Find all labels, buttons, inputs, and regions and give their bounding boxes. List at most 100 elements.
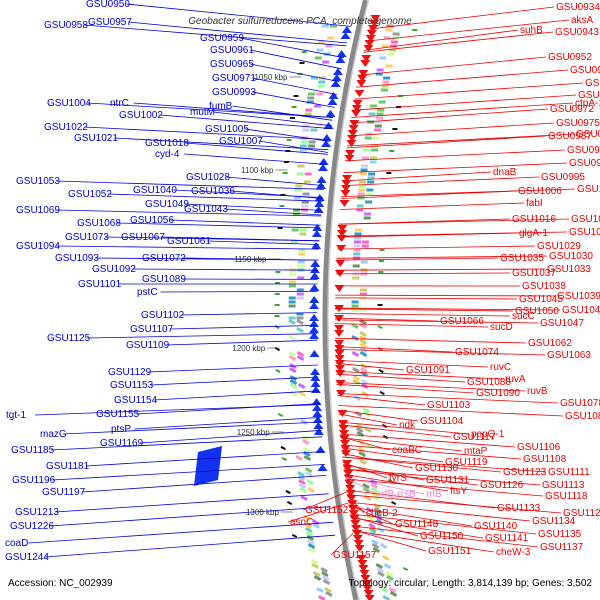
reverse-gene-label[interactable]: GSU1053	[16, 176, 60, 187]
forward-gene-label[interactable]: glgA-1	[519, 228, 548, 239]
reverse-gene-label[interactable]: tgt-1	[6, 410, 26, 421]
forward-gene-label[interactable]: GSU1140	[474, 521, 518, 532]
reverse-gene-label[interactable]: mutM	[190, 107, 215, 118]
reverse-gene-label[interactable]: GSU1007	[219, 136, 263, 147]
forward-gene-label[interactable]: GSU1037	[512, 268, 556, 279]
forward-gene-label[interactable]: GSU1135	[538, 529, 582, 540]
reverse-gene-label[interactable]: GSU1196	[12, 475, 56, 486]
forward-gene-label[interactable]: GSU1016	[512, 214, 556, 225]
reverse-gene-label[interactable]: GSU1226	[10, 521, 54, 532]
forward-gene-label[interactable]: GSU0995	[541, 172, 585, 183]
forward-gene-label[interactable]: ndk	[399, 420, 416, 431]
forward-gene-label[interactable]: dnaB	[493, 167, 517, 178]
reverse-gene-label[interactable]: GSU0971	[212, 73, 256, 84]
forward-gene-label[interactable]: GSU1103	[427, 400, 471, 411]
forward-gene-label[interactable]: GSU1042	[562, 305, 600, 316]
forward-gene-label[interactable]: ftsY	[450, 486, 468, 497]
forward-gene-label[interactable]: GSU1157	[333, 550, 377, 561]
forward-gene-label[interactable]: ruvB	[527, 386, 548, 397]
reverse-gene-label[interactable]: GSU1109	[126, 340, 170, 351]
forward-gene-label[interactable]: GSU1047	[540, 318, 584, 329]
reverse-gene-label[interactable]: GSU1072	[142, 253, 186, 264]
forward-gene-label[interactable]: GSU1000	[577, 184, 600, 195]
reverse-gene-label[interactable]: GSU1049	[145, 199, 189, 210]
forward-gene-label[interactable]: GSU0960	[585, 78, 600, 89]
forward-gene-label[interactable]: GSU1090	[476, 388, 520, 399]
reverse-gene-label[interactable]: GSU1005	[205, 124, 249, 135]
reverse-gene-label[interactable]: GSU1154	[114, 395, 158, 406]
reverse-gene-label[interactable]: pstC	[137, 287, 158, 298]
forward-gene-label[interactable]: GSU0972	[550, 104, 594, 115]
forward-gene-label[interactable]: sucD	[490, 322, 513, 333]
forward-gene-label[interactable]: GSU1033	[547, 264, 591, 275]
reverse-gene-label[interactable]: GSU1155	[96, 409, 140, 420]
reverse-gene-label[interactable]: GSU0958	[44, 20, 88, 31]
forward-gene-label[interactable]: ctpA-1	[575, 98, 600, 109]
forward-gene-label[interactable]: GSU1035	[500, 253, 544, 264]
forward-gene-label[interactable]: fabI	[526, 198, 543, 209]
reverse-gene-label[interactable]: GSU0993	[212, 87, 256, 98]
reverse-gene-label[interactable]: GSU1213	[15, 507, 59, 518]
reverse-gene-label[interactable]: GSU1181	[46, 461, 90, 472]
reverse-gene-label[interactable]: GSU1102	[141, 310, 185, 321]
reverse-gene-label[interactable]: GSU1040	[133, 185, 177, 196]
reverse-gene-label[interactable]: coaD	[5, 538, 28, 549]
reverse-gene-label[interactable]: GSU1101	[78, 279, 122, 290]
forward-gene-label[interactable]: GSU1113	[542, 480, 585, 491]
reverse-gene-label[interactable]: mazG	[40, 429, 67, 440]
reverse-gene-label[interactable]: fumB	[209, 101, 233, 112]
forward-gene-label[interactable]: pepQ-1	[471, 429, 505, 440]
forward-gene-label[interactable]: GSU1062	[528, 338, 572, 349]
reverse-gene-label[interactable]: GSU1169	[100, 438, 144, 449]
forward-gene-label[interactable]: GSU1045	[519, 294, 563, 305]
reverse-gene-label[interactable]: GSU1067	[121, 232, 165, 243]
forward-gene-label[interactable]: GSU0964	[578, 90, 600, 101]
forward-gene-label[interactable]: GSU1066	[440, 316, 484, 327]
forward-gene-label[interactable]: GSU1123	[563, 508, 600, 519]
forward-gene-label[interactable]: GSU1088	[467, 377, 511, 388]
reverse-gene-label[interactable]: GSU0961	[210, 45, 254, 56]
forward-gene-label[interactable]: GSU1130	[415, 463, 459, 474]
forward-gene-label[interactable]: GSU1038	[522, 281, 566, 292]
forward-gene-label[interactable]: GSU0934	[556, 2, 600, 13]
forward-gene-label[interactable]: GSU1123	[503, 467, 547, 478]
forward-gene-label[interactable]: GSU1117	[453, 432, 496, 443]
forward-gene-label[interactable]: mtaP	[464, 446, 488, 457]
reverse-gene-label[interactable]: GSU1069	[16, 205, 60, 216]
forward-gene-label[interactable]: GSU1006	[518, 186, 562, 197]
reverse-gene-label[interactable]: GSU1052	[68, 189, 112, 200]
reverse-gene-label[interactable]: GSU1022	[44, 122, 88, 133]
forward-gene-label[interactable]: cheW-3	[496, 547, 531, 558]
forward-gene-label[interactable]: ruvC	[490, 362, 511, 373]
reverse-gene-label[interactable]: GSU1092	[92, 264, 136, 275]
forward-gene-label[interactable]: GSU1141	[485, 533, 529, 544]
forward-gene-label[interactable]: GSU1111	[548, 467, 590, 478]
forward-gene-label[interactable]: suhB	[520, 25, 543, 36]
reverse-gene-label[interactable]: GSU1056	[130, 215, 174, 226]
forward-gene-label[interactable]: GSU0943	[555, 27, 599, 38]
reverse-gene-label[interactable]: GSU0959	[200, 33, 244, 44]
forward-gene-label[interactable]: GSU1050	[515, 306, 559, 317]
reverse-gene-label[interactable]: ntrC	[110, 98, 129, 109]
reverse-gene-label[interactable]: GSU1153	[110, 380, 154, 391]
reverse-gene-label[interactable]: GSU1125	[47, 333, 91, 344]
forward-gene-label[interactable]: GSU1039	[557, 291, 600, 302]
forward-gene-label[interactable]: GSU0991	[569, 158, 600, 169]
reverse-gene-label[interactable]: GSU1018	[145, 138, 189, 149]
reverse-gene-label[interactable]: GSU1073	[65, 232, 109, 243]
reverse-gene-label[interactable]: GSU1129	[108, 367, 152, 378]
reverse-gene-label[interactable]: GSU1094	[16, 241, 60, 252]
forward-gene-label[interactable]: GSU1133	[497, 503, 541, 514]
forward-gene-label[interactable]: GSU1086	[565, 411, 600, 422]
forward-gene-label[interactable]: GSU1152	[305, 505, 349, 516]
reverse-gene-label[interactable]: GSU1197	[42, 487, 86, 498]
forward-gene-label[interactable]: cheB-2	[366, 508, 398, 519]
forward-gene-label[interactable]: GSU1106	[517, 442, 561, 453]
forward-gene-label[interactable]: GSU1029	[537, 241, 581, 252]
reverse-gene-label[interactable]: cyd-4	[155, 149, 180, 160]
forward-gene-label[interactable]: GSU1078	[560, 398, 600, 409]
forward-gene-label[interactable]: tyrS	[389, 473, 407, 484]
reverse-gene-label[interactable]: GSU1244	[5, 552, 49, 563]
forward-gene-label[interactable]: GSU1104	[420, 416, 464, 427]
forward-gene-label[interactable]: GSU1063	[547, 350, 591, 361]
